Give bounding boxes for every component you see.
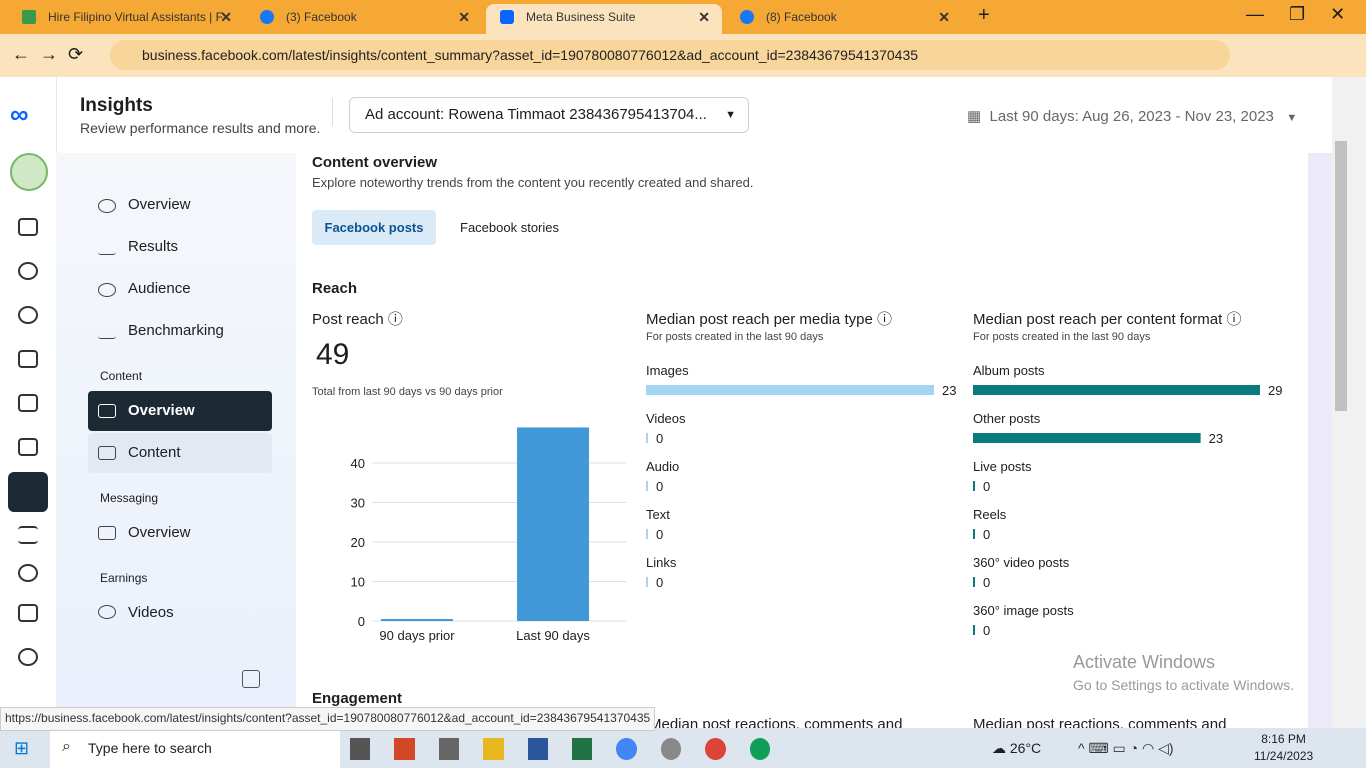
nav-item[interactable]: Results bbox=[128, 238, 179, 255]
nav-icon bbox=[98, 199, 116, 213]
chart-title-text: Median post reach per content format bbox=[973, 311, 1223, 328]
watermark-title: Activate Windows bbox=[1073, 652, 1216, 672]
section-heading: Engagement bbox=[312, 690, 403, 707]
meta-logo[interactable]: ∞ bbox=[10, 99, 29, 129]
content-area: Content overview Explore noteworthy tren… bbox=[296, 153, 1308, 733]
chart-title: Post reach ⓘ bbox=[312, 311, 403, 328]
nav-icon bbox=[98, 526, 116, 540]
tab-title: Meta Business Suite bbox=[526, 10, 636, 24]
tray-icons[interactable]: ^ ⌨ ▭ ◔ ◠ ◁) bbox=[1078, 740, 1174, 756]
scroll-thumb[interactable] bbox=[1335, 141, 1347, 411]
nav-item[interactable]: Overview bbox=[128, 402, 195, 419]
nav-icon bbox=[98, 283, 116, 297]
tab[interactable]: Hire Filipino Virtual Assistants | F ✕ bbox=[8, 4, 244, 34]
start-button[interactable]: ⊞ bbox=[14, 738, 30, 758]
nav-icon bbox=[98, 446, 116, 460]
collapse-button[interactable] bbox=[242, 670, 260, 688]
nav-selected[interactable] bbox=[88, 391, 272, 431]
tab-strip: Hire Filipino Virtual Assistants | F ✕ (3… bbox=[0, 0, 1366, 34]
tab[interactable]: Meta Business Suite ✕ bbox=[486, 4, 722, 34]
nav-icon bbox=[98, 241, 116, 255]
sidebar: Overview Results Audience Benchmarking C… bbox=[56, 153, 296, 728]
time: 8:16 PM bbox=[1261, 732, 1306, 746]
content-icon[interactable] bbox=[18, 350, 38, 368]
nav-item[interactable]: Content bbox=[128, 444, 181, 461]
search-icon[interactable] bbox=[18, 564, 38, 582]
nav-item[interactable]: Overview bbox=[128, 524, 191, 541]
weather[interactable]: ☁ 26°C bbox=[992, 740, 1042, 756]
tab-title: (3) Facebook bbox=[286, 10, 357, 24]
search-placeholder: Type here to search bbox=[88, 740, 212, 756]
ad-account: Ad account: Rowena Timmaot 2384367954137… bbox=[365, 106, 707, 123]
clock[interactable]: 8:16 PM 11/24/2023 bbox=[1254, 732, 1313, 763]
nav-heading: Earnings bbox=[100, 571, 148, 585]
page-title: Insights bbox=[80, 95, 153, 116]
settings-icon[interactable] bbox=[18, 648, 38, 666]
window-controls[interactable]: — ❐ ✕ bbox=[1246, 4, 1346, 24]
chart-subtitle: For posts created in the last 90 days bbox=[646, 331, 824, 343]
nav-icon bbox=[98, 325, 116, 339]
date: 11/24/2023 bbox=[1254, 749, 1314, 763]
date-range: Last 90 days: Aug 26, 2023 - Nov 23, 202… bbox=[989, 108, 1274, 125]
nav-item[interactable]: Audience bbox=[128, 280, 191, 297]
nav-buttons[interactable]: ← → ⟳ bbox=[12, 44, 84, 64]
menu-icon[interactable] bbox=[18, 526, 38, 544]
nav-hover bbox=[88, 433, 272, 473]
taskbar: ⊞ ⌕ Type here to search ☁ 26°C ^ ⌨ ▭ ◔ ◠ … bbox=[0, 728, 1366, 768]
chart-subtitle: For posts created in the last 90 days bbox=[973, 331, 1151, 343]
status-bar: https://business.facebook.com/latest/ins… bbox=[0, 707, 656, 731]
list-icon[interactable] bbox=[18, 604, 38, 622]
total-value: 49 bbox=[316, 338, 350, 371]
total-note: Total from last 90 days vs 90 days prior bbox=[312, 386, 503, 398]
page-subtitle: Review performance results and more. bbox=[80, 120, 321, 136]
chart-title: Median post reach per content format ⓘ bbox=[973, 311, 1242, 328]
nav-item[interactable]: Videos bbox=[128, 604, 174, 621]
nav-item[interactable]: Overview bbox=[128, 196, 191, 213]
section-title: Content overview bbox=[312, 154, 438, 171]
nav-item[interactable]: Benchmarking bbox=[128, 322, 224, 339]
insights-icon[interactable] bbox=[8, 472, 48, 512]
home-icon[interactable] bbox=[18, 218, 38, 236]
nav-heading: Messaging bbox=[100, 491, 159, 505]
nav-icon bbox=[98, 605, 116, 619]
watermark-text: Go to Settings to activate Windows. bbox=[1073, 677, 1294, 693]
divider bbox=[332, 98, 333, 126]
gutter bbox=[1308, 153, 1332, 728]
weather-temp: 26°C bbox=[1009, 740, 1042, 756]
ads-icon[interactable] bbox=[18, 438, 38, 456]
new-tab[interactable]: + bbox=[978, 4, 990, 26]
chart-title-text: Median post reach per media type bbox=[646, 311, 873, 328]
planner-icon[interactable] bbox=[18, 394, 38, 412]
pinned-apps[interactable] bbox=[350, 738, 771, 760]
search-box[interactable]: ⌕ Type here to search bbox=[50, 728, 340, 768]
url: business.facebook.com/latest/insights/co… bbox=[142, 47, 919, 63]
page-header: Insights Review performance results and … bbox=[57, 77, 1332, 154]
tab-title: Hire Filipino Virtual Assistants | F bbox=[48, 10, 223, 24]
scrollbar[interactable] bbox=[1332, 77, 1366, 728]
tab[interactable]: (3) Facebook ✕ bbox=[246, 4, 482, 34]
tab-selected[interactable]: Facebook posts bbox=[312, 210, 436, 245]
tab[interactable]: (8) Facebook ✕ bbox=[726, 4, 962, 34]
tab-title: (8) Facebook bbox=[766, 10, 837, 24]
nav-icon bbox=[98, 404, 116, 418]
icon-rail: ∞ bbox=[0, 77, 57, 728]
section-subtitle: Explore noteworthy trends from the conte… bbox=[312, 175, 754, 190]
page-avatar[interactable] bbox=[10, 153, 48, 191]
chart-title-text: Post reach bbox=[312, 311, 384, 328]
address-bar[interactable]: business.facebook.com/latest/insights/co… bbox=[110, 40, 1230, 70]
section-heading: Reach bbox=[312, 280, 358, 297]
tab[interactable]: Facebook stories bbox=[460, 220, 559, 235]
date-range-picker[interactable]: ▦ Last 90 days: Aug 26, 2023 - Nov 23, 2… bbox=[967, 108, 1298, 125]
chart-title: Median post reach per media type ⓘ bbox=[646, 311, 892, 328]
ad-account-dropdown[interactable]: Ad account: Rowena Timmaot 2384367954137… bbox=[349, 97, 749, 133]
notifications-icon[interactable] bbox=[18, 262, 38, 280]
nav-heading: Content bbox=[100, 369, 143, 383]
inbox-icon[interactable] bbox=[18, 306, 38, 324]
